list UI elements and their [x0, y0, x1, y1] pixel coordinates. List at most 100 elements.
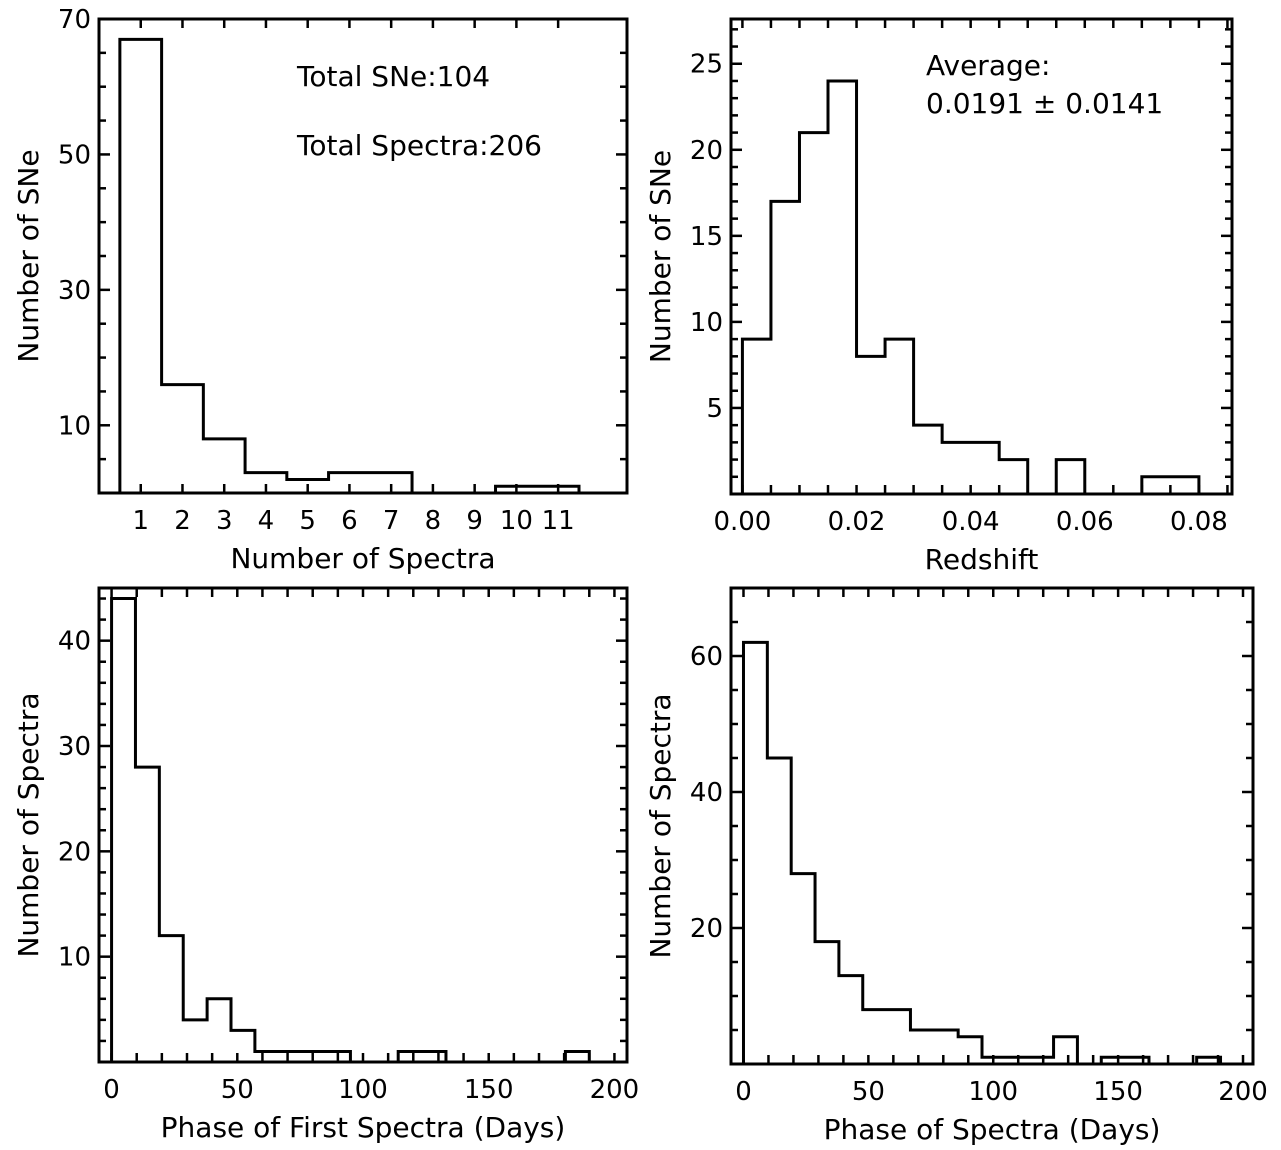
annotation: Total Spectra:206 — [296, 129, 542, 162]
x-tick-label: 4 — [258, 506, 275, 536]
histogram-bar — [1056, 460, 1085, 494]
subplot-1: 1 2 3 4 5 6 7 8 9 10 11 10 30 50 70 Number of Spectra Nu… — [12, 5, 629, 575]
x-tick-label: 50 — [852, 1077, 885, 1107]
y-axis-label: Number of SNe — [12, 149, 45, 362]
histogram-outline — [110, 597, 591, 1064]
x-tick-label: 0.00 — [713, 507, 771, 537]
y-tick-label: 30 — [58, 276, 91, 306]
histogram-bar — [791, 874, 815, 1064]
y-tick-label: 50 — [58, 140, 91, 170]
y-axis-label: Number of Spectra — [12, 692, 45, 957]
axes-frame — [729, 17, 1234, 496]
histogram-outline — [741, 640, 1223, 1066]
x-tick-label: 1 — [132, 506, 149, 536]
histogram-bar — [135, 767, 159, 1062]
histogram-bar — [159, 936, 183, 1062]
histogram-bar — [971, 442, 1000, 494]
y-tick-label: 5 — [706, 394, 723, 424]
histogram-bar — [767, 758, 791, 1064]
axes-frame — [97, 17, 629, 495]
axes-frame — [97, 586, 629, 1064]
annotation: 0.0191 ± 0.0141 — [926, 87, 1163, 120]
x-tick-label: 150 — [1093, 1077, 1143, 1107]
x-axis-label: Phase of Spectra (Days) — [824, 1113, 1161, 1146]
x-tick-label: 0 — [103, 1075, 120, 1105]
x-tick-label: 50 — [221, 1075, 254, 1105]
x-tick-label: 150 — [464, 1075, 514, 1105]
y-tick-label: 10 — [58, 943, 91, 973]
y-tick-label: 20 — [58, 837, 91, 867]
histogram-bar — [565, 1051, 589, 1062]
histogram-bar — [828, 81, 857, 494]
annotation: Average: — [926, 49, 1050, 82]
subplot-2: 0.00 0.02 0.04 0.06 0.08 5 10 15 20 25 Redshift Num… — [644, 17, 1234, 576]
histogram-bar — [914, 425, 943, 494]
histogram-bar — [1170, 477, 1199, 494]
y-tick-label: 20 — [690, 914, 723, 944]
y-tick-label: 30 — [58, 732, 91, 762]
histogram-bar — [885, 339, 914, 494]
x-tick-label: 11 — [542, 506, 575, 536]
x-tick-label: 9 — [466, 506, 483, 536]
x-tick-label: 8 — [425, 506, 442, 536]
histogram-bar — [815, 942, 839, 1064]
x-tick-label: 0.02 — [828, 507, 886, 537]
annotation: Total SNe:104 — [296, 60, 490, 93]
histogram-outline — [740, 79, 1201, 496]
y-tick-label: 10 — [690, 308, 723, 338]
histogram-bar — [910, 1030, 934, 1064]
x-tick-label: 5 — [299, 506, 316, 536]
x-tick-label: 2 — [174, 506, 191, 536]
histogram-bar — [934, 1030, 958, 1064]
ticks — [731, 588, 1253, 1064]
histogram-bar — [742, 339, 771, 494]
histogram-bar — [120, 39, 162, 493]
histogram-bar — [422, 1051, 446, 1062]
y-tick-label: 70 — [58, 5, 91, 35]
histogram-bar — [799, 133, 828, 494]
histogram-bar — [1054, 1037, 1078, 1064]
y-tick-label: 40 — [690, 778, 723, 808]
subplot-3: 0 50 100 150 200 10 20 30 40 Phase of First Spect… — [12, 586, 640, 1144]
histogram-bar — [887, 1010, 911, 1064]
x-tick-label: 200 — [590, 1075, 640, 1105]
histogram-bar — [958, 1037, 982, 1064]
y-tick-label: 60 — [690, 642, 723, 672]
y-tick-label: 25 — [690, 50, 723, 80]
x-tick-label: 100 — [338, 1075, 388, 1105]
x-tick-label: 6 — [341, 506, 358, 536]
x-tick-label: 10 — [500, 506, 533, 536]
x-axis-label: Phase of First Spectra (Days) — [161, 1111, 566, 1144]
subplot-4: 0 50 100 150 200 20 40 60 Phase of Spectra (Days… — [644, 586, 1268, 1146]
histogram-bar — [162, 385, 204, 493]
y-tick-label: 20 — [690, 136, 723, 166]
histogram-bar — [1142, 477, 1171, 494]
histogram-outline — [118, 37, 581, 495]
histogram-bar — [743, 642, 767, 1064]
x-tick-label: 0.08 — [1170, 507, 1228, 537]
x-axis-label: Number of Spectra — [230, 542, 495, 575]
histogram-bar — [279, 1051, 303, 1062]
histogram-bar — [255, 1051, 279, 1062]
histogram-bar — [857, 356, 886, 494]
histogram-bar — [231, 1030, 255, 1062]
histogram-bar — [771, 201, 800, 494]
histogram-bar — [207, 999, 231, 1062]
x-tick-label: 0 — [735, 1077, 752, 1107]
histogram-bar — [863, 1010, 887, 1064]
x-axis-label: Redshift — [925, 543, 1039, 576]
histogram-bar — [999, 460, 1028, 494]
histogram-bar — [942, 442, 971, 494]
x-tick-label: 0.04 — [942, 507, 1000, 537]
y-tick-label: 10 — [58, 411, 91, 441]
ticks — [99, 588, 627, 1062]
x-tick-label: 200 — [1218, 1077, 1268, 1107]
x-tick-label: 0.06 — [1056, 507, 1114, 537]
histogram-bar — [303, 1051, 327, 1062]
y-tick-label: 40 — [58, 627, 91, 657]
y-axis-label: Number of Spectra — [644, 693, 677, 958]
x-tick-label: 7 — [383, 506, 400, 536]
axes-frame — [729, 586, 1255, 1066]
x-tick-label: 100 — [968, 1077, 1018, 1107]
